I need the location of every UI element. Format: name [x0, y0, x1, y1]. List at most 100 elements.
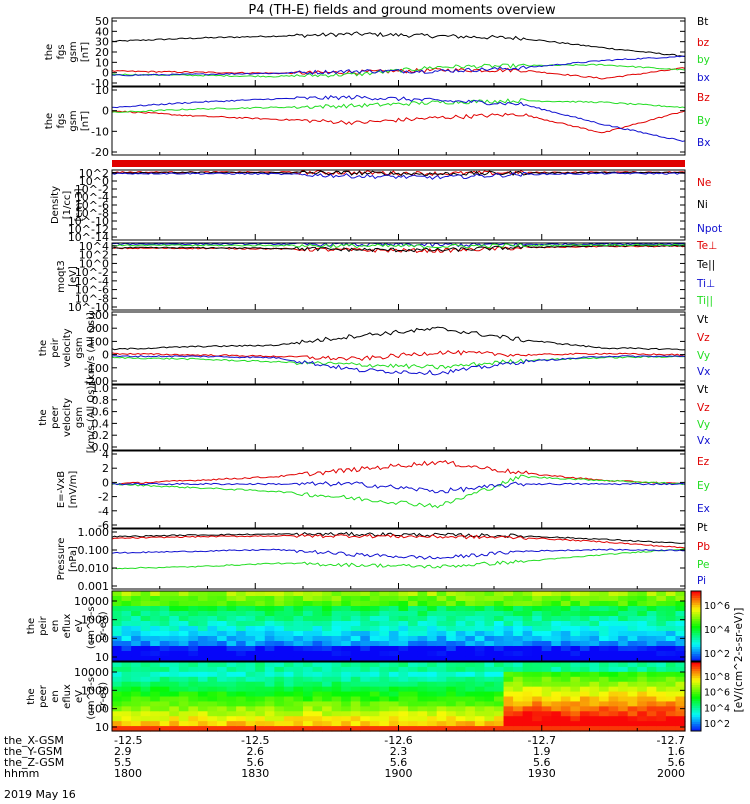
spectrogram-cell	[217, 596, 228, 602]
spectrogram-cell	[589, 676, 600, 683]
spectrogram-cell	[217, 671, 228, 678]
spectrogram-cell	[646, 631, 657, 637]
spectrogram-cell	[656, 601, 667, 607]
spectrogram-cell	[207, 641, 218, 647]
spectrogram-cell	[484, 616, 495, 622]
spectrogram-cell	[169, 706, 180, 712]
spectrogram-cell	[312, 591, 323, 597]
spectrogram-cell	[541, 662, 552, 668]
spectrogram-cell	[341, 616, 352, 622]
spectrogram-cell	[618, 711, 629, 717]
legend-entry: bz	[697, 37, 710, 49]
spectrogram-cell	[408, 601, 419, 607]
spectrogram-cell	[131, 626, 142, 632]
spectrogram-cell	[589, 641, 600, 647]
spectrogram-cell	[312, 691, 323, 698]
spectrogram-cell	[532, 621, 543, 627]
spectrogram-cell	[618, 646, 629, 652]
spectrogram-cell	[379, 631, 390, 637]
spectrogram-cell	[264, 726, 275, 732]
spectrogram-cell	[513, 662, 524, 668]
spectrogram-cell	[560, 611, 571, 617]
spectrogram-cell	[226, 721, 237, 727]
spectrogram-cell	[436, 686, 447, 693]
spectrogram-cell	[188, 631, 199, 637]
spectrogram-cell	[484, 611, 495, 617]
ephemeris-value: -12.6	[384, 734, 412, 747]
spectrogram-cell	[637, 621, 648, 627]
spectrogram-cell	[494, 606, 505, 612]
date-label: 2019 May 16	[4, 788, 76, 800]
series-line	[111, 349, 686, 362]
spectrogram-cell	[379, 666, 390, 673]
spectrogram-cell	[589, 726, 600, 732]
spectrogram-cell	[646, 641, 657, 647]
spectrogram-cell	[293, 651, 304, 657]
spectrogram-cell	[245, 606, 256, 612]
spectrogram-cell	[541, 611, 552, 617]
spectrogram-cell	[465, 641, 476, 647]
spectrogram-cell	[188, 662, 199, 668]
spectrogram-cell	[293, 716, 304, 722]
spectrogram-cell	[331, 641, 342, 647]
y-axis-label: sr-eV)	[98, 611, 109, 640]
spectrogram-cell	[599, 636, 610, 642]
spectrogram-cell	[112, 641, 123, 647]
colorbar-segment	[691, 595, 701, 599]
spectrogram-cell	[427, 591, 438, 597]
spectrogram-cell	[350, 646, 361, 652]
legend-entry: Vt	[697, 384, 708, 396]
spectrogram-cell	[283, 641, 295, 647]
spectrogram-cell	[465, 691, 476, 698]
spectrogram-cell	[369, 631, 380, 637]
spectrogram-cell	[341, 596, 352, 602]
spectrogram-cell	[522, 601, 533, 607]
y-tick-label: 100	[88, 335, 109, 348]
y-tick-label: 10^2	[79, 167, 109, 180]
spectrogram-cell	[303, 611, 314, 617]
ephemeris-value: 1930	[528, 767, 556, 780]
y-tick-label: 10^-2	[75, 183, 109, 196]
series-line	[111, 531, 686, 544]
spectrogram-cell	[627, 701, 638, 707]
spectrogram-cell	[388, 726, 400, 732]
spectrogram-cell	[618, 611, 629, 617]
spectrogram-cell	[522, 606, 533, 612]
spectrogram-cell	[121, 686, 132, 693]
spectrogram-cell	[360, 641, 371, 647]
y-tick-label: 10^4	[79, 240, 109, 253]
spectrogram-cell	[665, 601, 677, 607]
spectrogram-cell	[159, 601, 170, 607]
spectrogram-cell	[331, 726, 342, 732]
spectrogram-cell	[274, 691, 285, 698]
spectrogram-cell	[245, 651, 256, 657]
spectrogram-cell	[322, 646, 333, 652]
spectrogram-cell	[465, 636, 476, 642]
spectrogram-cell	[121, 666, 132, 673]
spectrogram-cell	[388, 696, 400, 703]
spectrogram-cell	[245, 721, 256, 727]
spectrogram-cell	[608, 721, 619, 727]
colorbar-segment	[691, 598, 701, 601]
ephemeris-value: 5.6	[668, 756, 686, 769]
spectrogram-cell	[341, 656, 352, 662]
spectrogram-cell	[226, 621, 237, 627]
spectrogram-cell	[532, 691, 543, 698]
spectrogram-cell	[637, 716, 648, 722]
y-tick-label: -2	[98, 491, 109, 504]
spectrogram-cell	[197, 631, 209, 637]
spectrogram-cell	[474, 696, 486, 703]
spectrogram-cell	[522, 651, 533, 657]
spectrogram-cell	[388, 631, 400, 637]
spectrogram-cell	[417, 606, 428, 612]
spectrogram-cell	[484, 696, 495, 703]
y-tick-label: 10^-2	[75, 266, 109, 279]
spectrogram-cell	[637, 706, 648, 712]
y-tick-label: 2	[102, 462, 109, 475]
colorbar-segment	[691, 726, 701, 730]
spectrogram-cell	[207, 711, 218, 717]
spectrogram-cell	[579, 696, 591, 703]
spectrogram-cell	[188, 681, 199, 688]
y-axis-label: peir	[38, 615, 49, 635]
spectrogram-cell	[178, 716, 189, 722]
